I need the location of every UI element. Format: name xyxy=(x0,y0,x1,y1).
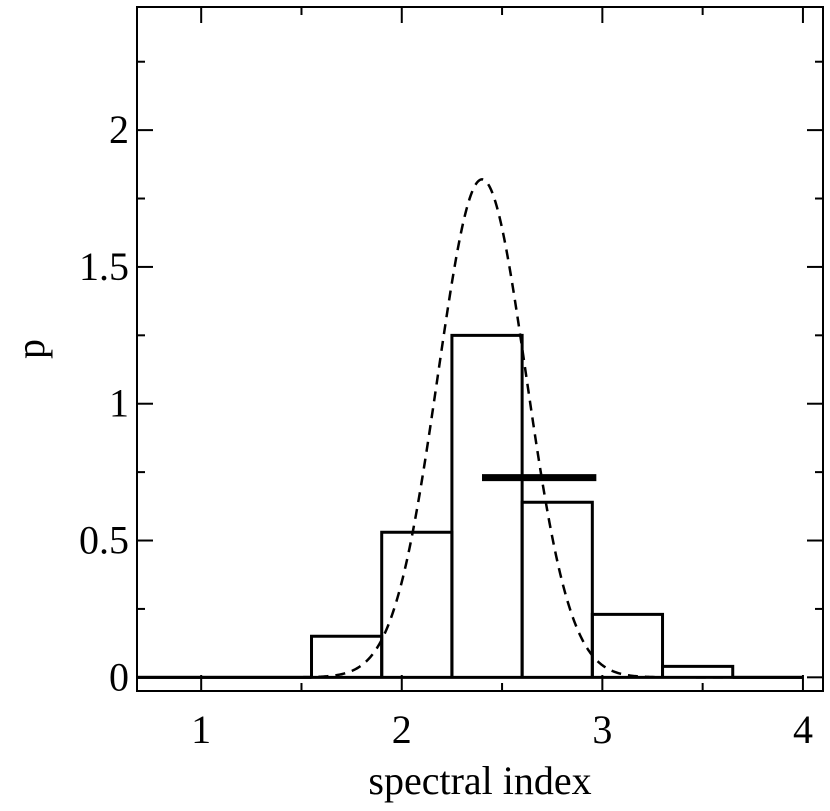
x-tick-label: 2 xyxy=(392,707,412,752)
y-axis-title: p xyxy=(8,339,53,359)
x-tick-label: 1 xyxy=(191,707,211,752)
y-tick-label: 2 xyxy=(109,107,129,152)
histogram-bar xyxy=(520,500,594,678)
y-tick-label: 1 xyxy=(109,381,129,426)
y-tick-label: 0 xyxy=(109,654,129,699)
x-axis-ticks: 1 2 3 4 xyxy=(191,7,813,752)
histogram-bar xyxy=(450,333,524,678)
x-axis-title: spectral index xyxy=(368,758,591,803)
y-tick-label: 0.5 xyxy=(79,518,129,563)
plot-frame xyxy=(136,6,824,692)
x-tick-label: 3 xyxy=(592,707,612,752)
gaussian-fit-curve xyxy=(301,178,733,679)
histogram-bar xyxy=(380,530,454,678)
histogram-bar xyxy=(590,612,665,678)
y-tick-label: 1.5 xyxy=(79,244,129,289)
histogram-bar xyxy=(661,664,735,678)
y-axis-ticks: 0 0.5 1 1.5 2 xyxy=(79,60,823,699)
plot-content xyxy=(137,178,803,679)
x-tick-label: 4 xyxy=(793,707,813,752)
